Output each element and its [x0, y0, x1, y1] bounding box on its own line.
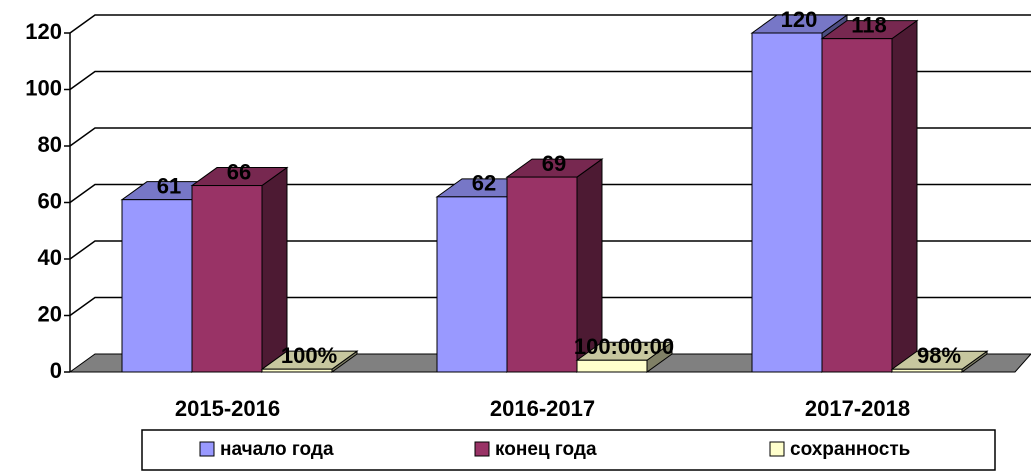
x-tick-label: 2016-2017 — [490, 396, 595, 421]
bar — [191, 185, 263, 373]
bar-side — [261, 166, 288, 373]
y-tick-label: 20 — [38, 301, 62, 326]
bar — [261, 368, 333, 373]
y-tick-label: 60 — [38, 188, 62, 213]
value-label: 98% — [917, 343, 961, 368]
x-tick-label: 2015-2016 — [175, 396, 280, 421]
bar — [576, 359, 648, 373]
value-label: 120 — [781, 7, 818, 32]
bar — [506, 176, 578, 373]
value-label: 100% — [281, 343, 337, 368]
grid-line — [69, 296, 1031, 317]
bar — [436, 196, 508, 373]
legend-label: конец года — [495, 439, 597, 460]
grid-line — [69, 183, 1031, 204]
legend-box — [141, 429, 996, 471]
value-label: 100:00:00 — [574, 334, 674, 359]
bar — [751, 32, 823, 373]
x-tick-label: 2017-2018 — [805, 396, 910, 421]
legend-swatch — [199, 441, 215, 457]
legend-label: начало года — [220, 439, 334, 460]
value-label: 118 — [851, 12, 887, 37]
y-tick-label: 120 — [25, 19, 62, 44]
grid-line — [69, 14, 1031, 34]
legend-label: сохранность — [790, 439, 910, 460]
value-label: 61 — [157, 173, 181, 198]
y-tick-label: 100 — [25, 75, 62, 100]
y-tick-label: 80 — [38, 132, 62, 157]
bar-side — [891, 19, 918, 373]
y-tick-label: 40 — [38, 245, 62, 270]
grid-line — [69, 240, 1031, 260]
value-label: 66 — [227, 159, 251, 184]
bar — [821, 38, 893, 373]
y-tick-label: 0 — [50, 358, 62, 383]
value-label: 69 — [542, 151, 566, 176]
value-label: 62 — [472, 171, 496, 196]
legend-swatch — [474, 441, 490, 457]
bar — [121, 199, 193, 373]
grid-line — [69, 127, 1031, 147]
bar — [891, 368, 963, 373]
grid-line — [69, 70, 1031, 91]
legend-swatch — [769, 441, 785, 457]
